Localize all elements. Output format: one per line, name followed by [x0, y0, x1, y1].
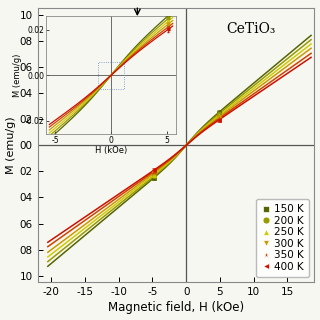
Legend: 150 K, 200 K, 250 K, 300 K, 350 K, 400 K: 150 K, 200 K, 250 K, 300 K, 350 K, 400 K	[256, 199, 309, 277]
X-axis label: Magnetic field, H (kOe): Magnetic field, H (kOe)	[108, 301, 244, 315]
Y-axis label: M (emu/g): M (emu/g)	[5, 116, 16, 174]
Text: CeTiO₃: CeTiO₃	[226, 22, 275, 36]
